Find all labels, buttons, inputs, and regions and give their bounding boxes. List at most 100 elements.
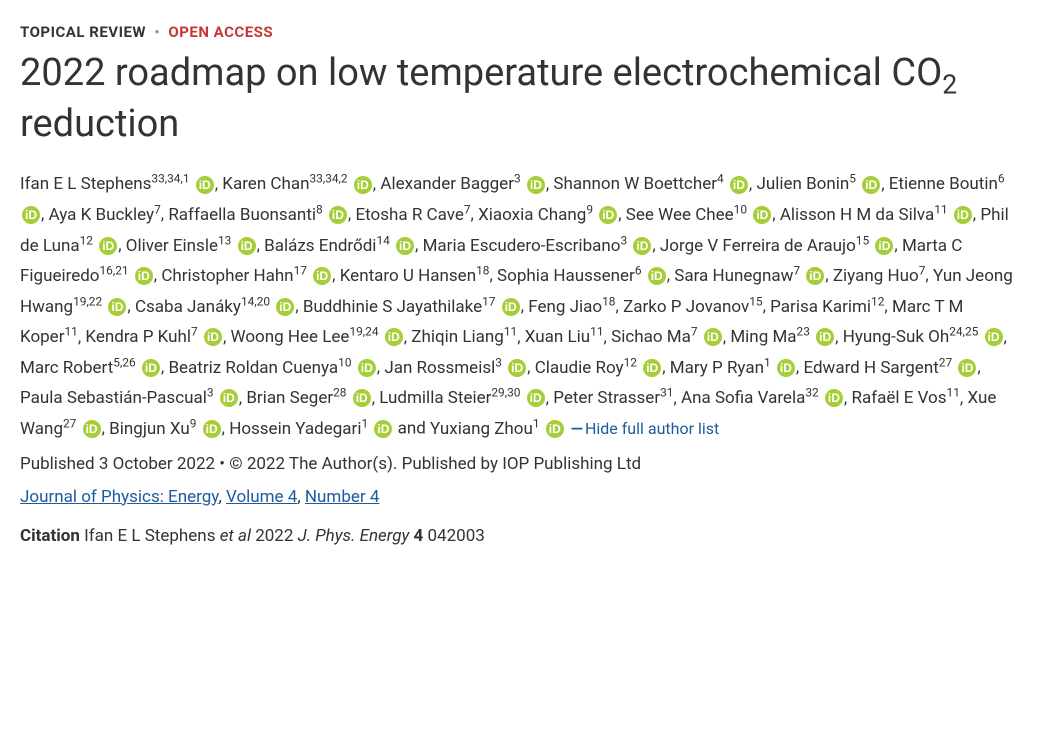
orcid-icon[interactable]	[22, 206, 40, 224]
author[interactable]: Sophia Haussener6	[497, 266, 641, 286]
author[interactable]: Etosha R Cave7	[355, 205, 470, 225]
orcid-icon[interactable]	[385, 328, 403, 346]
orcid-icon[interactable]	[238, 237, 256, 255]
author[interactable]: Kentaro U Hansen18	[340, 266, 490, 286]
author[interactable]: Balázs Endrődi14	[264, 236, 390, 256]
orcid-icon[interactable]	[599, 206, 617, 224]
orcid-icon[interactable]	[546, 420, 564, 438]
orcid-icon[interactable]	[354, 176, 372, 194]
orcid-icon[interactable]	[753, 206, 771, 224]
orcid-icon[interactable]	[954, 206, 972, 224]
author[interactable]: Beatriz Roldan Cuenya10	[168, 358, 351, 378]
orcid-icon[interactable]	[276, 298, 294, 316]
author[interactable]: Mary P Ryan1	[670, 358, 771, 378]
orcid-icon[interactable]	[875, 237, 893, 255]
issue-link[interactable]: Number 4	[305, 487, 380, 507]
author[interactable]: Etienne Boutin6	[889, 174, 1005, 194]
orcid-icon[interactable]	[958, 359, 976, 377]
author[interactable]: Karen Chan33,34,2	[222, 174, 347, 194]
author[interactable]: Christopher Hahn17	[161, 266, 307, 286]
author[interactable]: Zhiqin Liang11	[411, 327, 517, 347]
orcid-icon[interactable]	[508, 359, 526, 377]
author[interactable]: Jorge V Ferreira de Araujo15	[660, 236, 869, 256]
orcid-icon[interactable]	[985, 328, 1003, 346]
orcid-icon[interactable]	[816, 328, 834, 346]
author[interactable]: Zarko P Jovanov15	[623, 297, 763, 317]
orcid-icon[interactable]	[353, 389, 371, 407]
orcid-icon[interactable]	[648, 267, 666, 285]
author[interactable]: Csaba Janáky14,20	[135, 297, 270, 317]
author[interactable]: Edward H Sargent27	[803, 358, 952, 378]
orcid-icon[interactable]	[527, 389, 545, 407]
orcid-icon[interactable]	[196, 176, 214, 194]
author[interactable]: Parisa Karimi12	[770, 297, 884, 317]
author[interactable]: Maria Escudero-Escribano3	[423, 236, 628, 256]
orcid-icon[interactable]	[83, 420, 101, 438]
orcid-icon[interactable]	[329, 206, 347, 224]
orcid-icon[interactable]	[730, 176, 748, 194]
author[interactable]: Buddhinie S Jayathilake17	[303, 297, 496, 317]
author-affil: 16,21	[100, 263, 129, 277]
author[interactable]: Raffaella Buonsanti8	[168, 205, 322, 225]
author[interactable]: Xiaoxia Chang9	[478, 205, 593, 225]
author[interactable]: Alisson H M da Silva11	[780, 205, 948, 225]
orcid-icon[interactable]	[99, 237, 117, 255]
author[interactable]: Hossein Yadegari1	[229, 419, 368, 439]
author[interactable]: Jan Rossmeisl3	[384, 358, 502, 378]
orcid-icon[interactable]	[502, 298, 520, 316]
author-affil: 4	[717, 172, 724, 186]
author[interactable]: Oliver Einsle13	[126, 236, 232, 256]
orcid-icon[interactable]	[825, 389, 843, 407]
author[interactable]: Hyung-Suk Oh24,25	[843, 327, 979, 347]
orcid-icon[interactable]	[358, 359, 376, 377]
author[interactable]: Ifan E L Stephens33,34,1	[20, 174, 190, 194]
author-affil: 1	[764, 355, 771, 369]
orcid-icon[interactable]	[203, 420, 221, 438]
orcid-icon[interactable]	[862, 176, 880, 194]
author-affil: 3	[514, 172, 521, 186]
author[interactable]: Sara Hunegnaw7	[674, 266, 800, 286]
orcid-icon[interactable]	[135, 267, 153, 285]
author[interactable]: Ming Ma23	[730, 327, 810, 347]
orcid-icon[interactable]	[527, 176, 545, 194]
author[interactable]: Ziyang Huo7	[833, 266, 926, 286]
volume-link[interactable]: Volume 4	[226, 487, 297, 507]
orcid-icon[interactable]	[633, 237, 651, 255]
author-affil: 11	[590, 325, 603, 339]
author[interactable]: Kendra P Kuhl7	[85, 327, 197, 347]
orcid-icon[interactable]	[704, 328, 722, 346]
author[interactable]: Sichao Ma7	[611, 327, 697, 347]
author[interactable]: Xuan Liu11	[525, 327, 604, 347]
orcid-icon[interactable]	[777, 359, 795, 377]
orcid-icon[interactable]	[220, 389, 238, 407]
orcid-icon[interactable]	[313, 267, 331, 285]
author[interactable]: See Wee Chee10	[626, 205, 747, 225]
author[interactable]: Brian Seger28	[246, 388, 346, 408]
author[interactable]: Julien Bonin5	[756, 174, 856, 194]
author-affil: 14,20	[241, 294, 270, 308]
orcid-icon[interactable]	[142, 359, 160, 377]
orcid-icon[interactable]	[374, 420, 392, 438]
author[interactable]: Rafaël E Vos11	[851, 388, 959, 408]
author[interactable]: Ludmilla Steier29,30	[379, 388, 520, 408]
author[interactable]: Alexander Bagger3	[380, 174, 520, 194]
author[interactable]: Yuxiang Zhou1	[430, 419, 540, 439]
author[interactable]: Woong Hee Lee19,24	[231, 327, 379, 347]
orcid-icon[interactable]	[396, 237, 414, 255]
orcid-icon[interactable]	[806, 267, 824, 285]
author[interactable]: Paula Sebastián-Pascual3	[20, 388, 214, 408]
author[interactable]: Ana Sofia Varela32	[681, 388, 819, 408]
orcid-icon[interactable]	[108, 298, 126, 316]
orcid-icon[interactable]	[204, 328, 222, 346]
author[interactable]: Aya K Buckley7	[49, 205, 161, 225]
author[interactable]: Claudie Roy12	[535, 358, 637, 378]
orcid-icon[interactable]	[643, 359, 661, 377]
journal-link[interactable]: Journal of Physics: Energy	[20, 487, 218, 507]
author[interactable]: Marc Robert5,26	[20, 358, 136, 378]
author[interactable]: Peter Strasser31	[553, 388, 673, 408]
author[interactable]: Feng Jiao18	[528, 297, 615, 317]
hide-author-list-link[interactable]: —Hide full author list	[571, 419, 719, 438]
author[interactable]: Bingjun Xu9	[109, 419, 196, 439]
author[interactable]: Shannon W Boettcher4	[553, 174, 723, 194]
author-affil: 12	[80, 233, 93, 247]
